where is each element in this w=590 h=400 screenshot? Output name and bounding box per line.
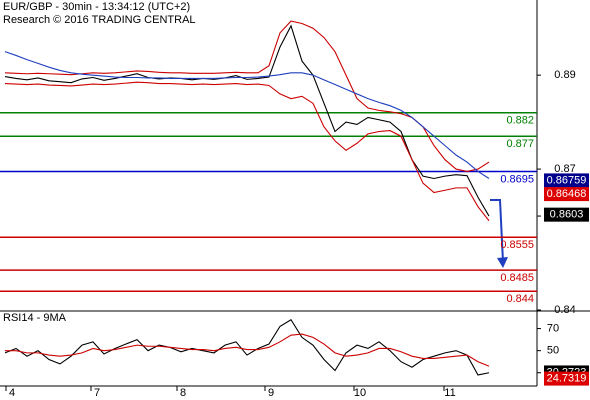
x-tick-label: 8 [180,387,186,399]
chart-subtitle: Research © 2016 TRADING CENTRAL [3,14,196,26]
level-label: 0.8485 [500,272,534,284]
x-tick-label: 9 [268,387,274,399]
y-tick-label: 0.89 [554,69,575,81]
price-line [4,20,490,173]
price-marker [544,187,589,202]
price-marker-label: 0.86468 [547,188,587,200]
price-marker [544,207,589,222]
price-line [4,81,490,222]
y-tick-label: 0.87 [554,163,575,175]
x-tick-label: 10 [354,387,366,399]
level-label: 0.877 [506,138,534,150]
price-line [4,24,490,217]
rsi-line [4,318,490,376]
x-tick-label: 11 [444,387,455,399]
level-label: 0.8695 [500,173,534,185]
price-line [4,51,490,179]
rsi-tick-label: 50 [547,345,559,357]
chart-title: EUR/GBP - 30min - 13:34:12 (UTC+2) [3,1,190,13]
rsi-line [5,333,490,367]
price-marker-label: 0.86759 [547,174,587,186]
level-label: 0.882 [506,115,534,127]
level-label: 0.844 [506,293,534,305]
price-marker-label: 24.7319 [547,372,587,384]
y-tick-label: 0.84 [554,304,575,316]
x-tick-label: 7 [94,387,100,399]
price-marker-label: 0.8603 [550,209,584,221]
rsi-title: RSI14 - 9MA [3,312,67,324]
x-tick-label: 4 [9,387,15,399]
price-marker [544,173,589,188]
rsi-tick-label: 70 [547,322,559,334]
forecast-arrowhead [497,257,508,268]
level-label: 0.8555 [500,239,534,251]
forecast-arrow [490,199,504,263]
price-marker [544,371,589,386]
